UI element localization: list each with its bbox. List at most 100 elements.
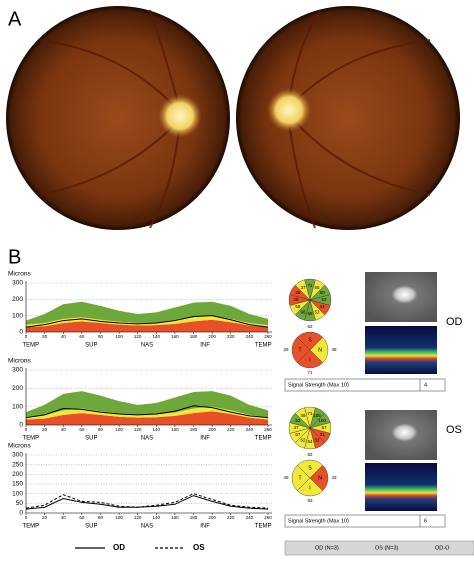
x-tick-label: 240 [246,334,254,339]
optic-disc [267,88,311,132]
footer-label: OD-O [435,545,450,551]
x-tick-label: 60 [79,515,85,520]
y-tick-label: 100 [12,403,23,410]
clock-value: 53 [321,297,327,302]
x-tick-label: 80 [98,515,104,520]
x-tick-label: 0 [25,427,28,432]
x-tick-label: 80 [98,427,104,432]
quadrant-letter: N [318,347,322,353]
x-region-label: INF [200,524,210,530]
clock-value: 52 [314,309,320,314]
x-tick-label: 40 [61,427,67,432]
x-tick-label: 100 [115,515,123,520]
x-tick-label: 20 [42,427,48,432]
x-tick-label: 160 [171,427,179,432]
quadrant-letter: S [308,337,312,343]
x-tick-label: 220 [227,427,235,432]
clock-value: 55 [314,285,320,290]
y-tick-label: 200 [12,385,23,392]
x-tick-label: 200 [208,334,216,339]
clock-value: 57 [321,425,327,430]
quadrant-sector [291,336,311,364]
x-region-label: TEMP [23,343,40,349]
quadrant-value: 43 [331,475,337,480]
clock-value: 35 [295,290,301,295]
x-tick-label: 260 [264,334,272,339]
quadrant-value: 82 [307,452,313,457]
clock-value: 49 [300,413,306,418]
x-tick-label: 120 [134,334,142,339]
oct-scan [365,463,437,511]
x-tick-label: 40 [61,334,67,339]
x-tick-label: 40 [61,515,67,520]
x-region-label: NAS [141,436,153,442]
x-region-label: TEMP [255,436,272,442]
y-tick-label: 0 [19,422,23,429]
x-tick-label: 80 [98,334,104,339]
panel-label: A [8,8,22,30]
quadrant-value: 71 [307,370,313,375]
panel-a: A [0,0,460,230]
x-tick-label: 0 [25,515,28,520]
x-tick-label: 20 [42,515,48,520]
x-tick-label: 60 [79,334,85,339]
footer-bar [284,540,474,556]
y-tick-label: 300 [12,367,23,374]
panel-label: B [8,246,21,268]
clock-value: 71 [307,283,313,288]
x-tick-label: 0 [25,334,28,339]
quadrant-sector [291,464,311,492]
quadrant-letter: S [308,465,312,471]
y-axis-label: Microns [8,443,32,450]
x-region-label: TEMP [255,343,272,349]
x-tick-label: 120 [134,515,142,520]
clock-value: 37 [300,285,306,290]
clock-value: 52 [295,418,301,423]
x-region-label: SUP [85,436,97,442]
signal-label: Signal Strength (Max 10) [288,518,349,524]
quadrant-value: 83 [307,498,313,503]
x-region-label: NAS [141,524,153,530]
footer-label: OS (N=3) [375,545,399,551]
signal-box [284,514,446,528]
clock-sector [294,407,311,429]
quadrant-letter: N [318,475,322,481]
quadrant-value: 29 [283,347,289,352]
eye-label: OS [446,424,462,436]
norm-band [26,315,268,328]
fundus-thumbnail [365,272,437,322]
clock-value: 105 [313,413,321,418]
x-tick-label: 60 [79,427,85,432]
clock-value: 60 [320,290,326,295]
x-tick-label: 140 [153,515,161,520]
quadrant-letter: I [309,357,310,363]
x-tick-label: 180 [190,515,198,520]
x-tick-label: 240 [246,427,254,432]
clock-value: 58 [307,311,313,316]
quadrant-value: 62 [307,324,313,329]
fundus-right [236,6,460,230]
signal-value: 4 [424,382,427,388]
signal-label: Signal Strength (Max 10) [288,382,349,388]
clock-value: 71 [307,411,313,416]
legend-label: OS [193,543,205,552]
quadrant-letter: I [309,485,310,491]
y-tick-label: 0 [19,510,23,517]
x-region-label: SUP [85,343,97,349]
clock-value: 54 [307,439,313,444]
y-axis-label: Microns [8,358,32,365]
x-tick-label: 100 [115,427,123,432]
x-tick-label: 180 [190,427,198,432]
x-region-label: NAS [141,343,153,349]
legend-label: OD [113,543,125,552]
clock-value: 31 [320,432,326,437]
y-axis-label: Microns [8,271,32,278]
y-tick-label: 200 [12,296,23,303]
footer-label: OD (N=3) [315,545,339,551]
x-region-label: INF [200,436,210,442]
norm-band [26,391,268,418]
x-region-label: TEMP [255,524,272,530]
clock-value: 28 [293,297,299,302]
optic-disc [158,94,202,138]
